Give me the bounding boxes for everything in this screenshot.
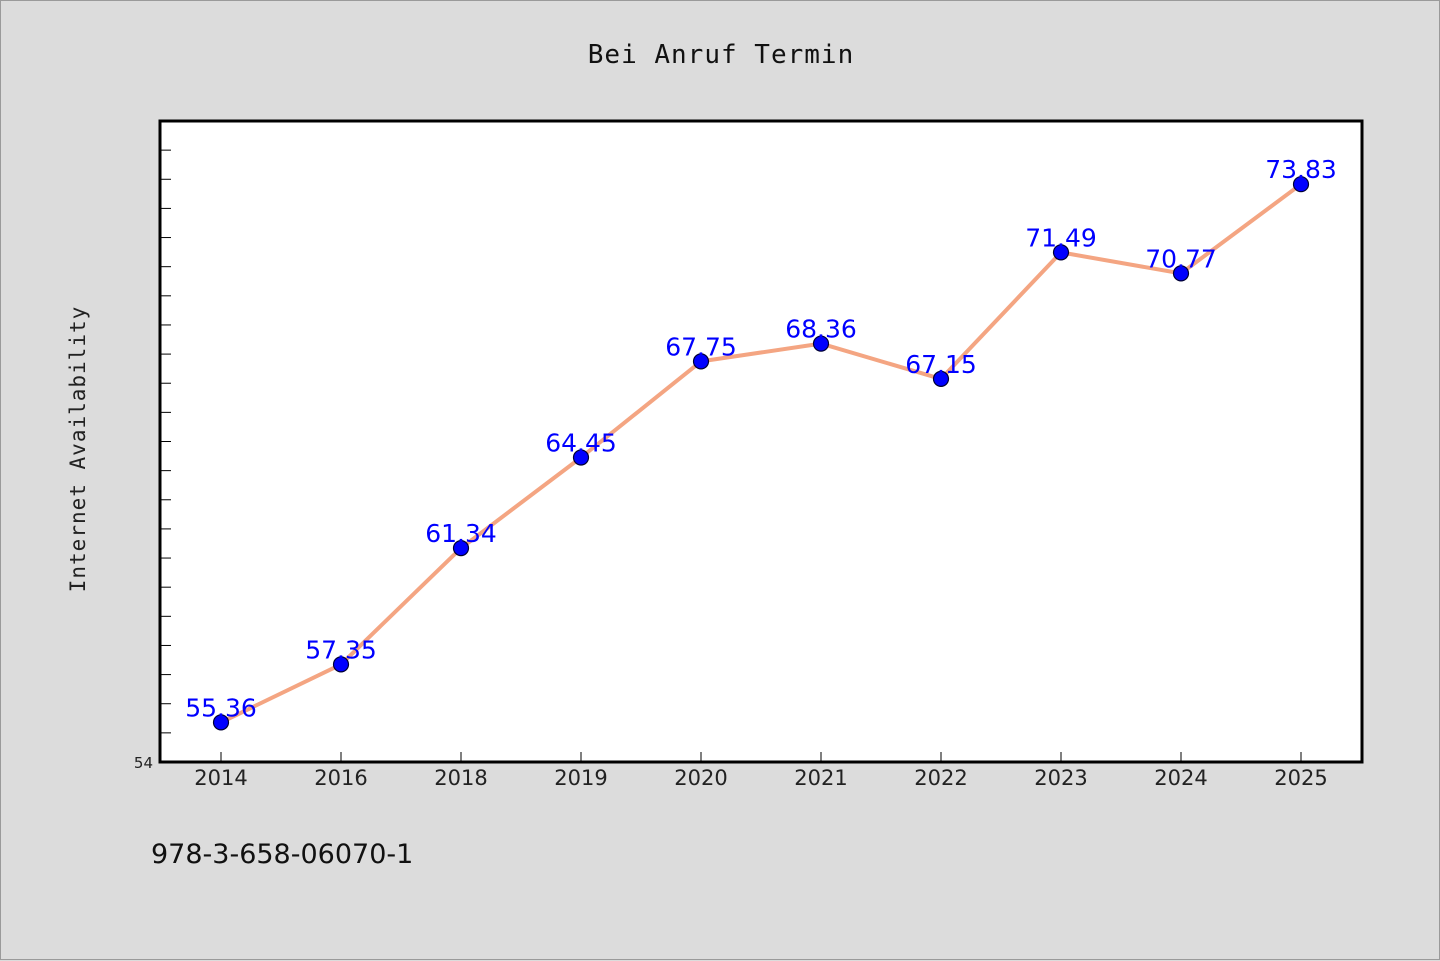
data-label: 57.35 [305, 635, 377, 664]
data-point [932, 370, 950, 387]
footnote: 978-3-658-06070-1 [151, 839, 413, 870]
data-label: 71.49 [1025, 223, 1097, 252]
data-point [1292, 176, 1310, 193]
data-point [692, 353, 710, 370]
x-tick-label: 2024 [1154, 766, 1207, 790]
x-tick-label: 2025 [1274, 766, 1327, 790]
x-tick-label: 2021 [794, 766, 847, 790]
data-point [572, 449, 590, 466]
x-tick-label: 2018 [434, 766, 487, 790]
data-point [812, 335, 830, 352]
data-label: 67.15 [905, 350, 977, 379]
x-tick-label: 2023 [1034, 766, 1087, 790]
data-labels: 55.36 57.35 61.34 64.45 67.75 68.36 67.15 71.49… [185, 155, 1337, 722]
x-tick-label: 2019 [554, 766, 607, 790]
series-line [220, 182, 1303, 725]
chart-title: Bei Anruf Termin [588, 40, 854, 70]
x-tick-label: 2014 [194, 766, 247, 790]
data-label: 55.36 [185, 693, 257, 722]
data-label: 64.45 [545, 429, 617, 458]
y-axis-ticks [160, 149, 171, 734]
data-point [1172, 265, 1190, 282]
data-label: 73.83 [1265, 155, 1337, 184]
x-tick-label: 2020 [674, 766, 727, 790]
data-point [1052, 244, 1070, 261]
plot-border [158, 119, 1364, 764]
plot-area [160, 121, 1362, 762]
data-point [452, 539, 470, 557]
y-axis-min-label: 54 [134, 754, 153, 772]
y-axis-label: Internet Availability [66, 306, 90, 593]
data-label: 61.34 [425, 519, 497, 548]
data-point [332, 656, 350, 673]
x-axis-ticks: 2014 2016 2018 2019 2020 2021 2022 2023 2024 2025 [194, 752, 1328, 790]
data-label: 68.36 [785, 315, 857, 344]
x-tick-label: 2016 [314, 766, 367, 790]
data-label: 67.75 [665, 332, 737, 361]
data-label: 70.77 [1145, 244, 1217, 273]
series-markers [212, 176, 1310, 731]
data-point [212, 714, 230, 731]
x-tick-label: 2022 [914, 766, 967, 790]
